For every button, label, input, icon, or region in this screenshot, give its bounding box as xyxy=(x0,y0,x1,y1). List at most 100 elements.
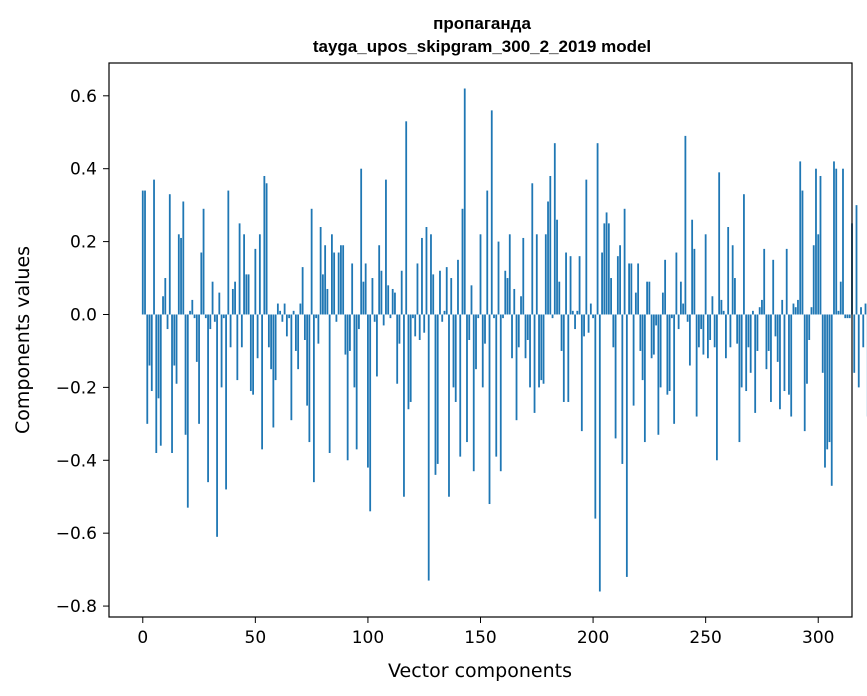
bar-4 xyxy=(150,314,153,392)
bar-302 xyxy=(821,314,824,373)
bar-273 xyxy=(756,314,759,351)
bar-279 xyxy=(770,314,772,402)
bar-73 xyxy=(306,314,309,406)
bar-149 xyxy=(477,314,480,319)
bar-56 xyxy=(267,314,270,348)
bar-276 xyxy=(763,248,766,315)
bar-23 xyxy=(193,314,196,319)
bar-272 xyxy=(754,314,757,413)
x-tick-label: 50 xyxy=(245,628,267,648)
bar-28 xyxy=(204,314,207,319)
bar-246 xyxy=(695,314,698,417)
bar-169 xyxy=(522,237,525,315)
bar-305 xyxy=(828,314,831,443)
bar-64 xyxy=(285,314,288,337)
bar-251 xyxy=(707,314,709,359)
bar-115 xyxy=(400,270,403,315)
bar-6 xyxy=(155,314,158,453)
bar-111 xyxy=(391,288,394,315)
bar-136 xyxy=(448,314,450,497)
bar-277 xyxy=(765,314,768,370)
bar-208 xyxy=(610,278,612,315)
bar-19 xyxy=(184,314,187,435)
bar-143 xyxy=(463,88,466,315)
bar-109 xyxy=(387,285,390,315)
y-tick-label: −0.6 xyxy=(56,524,97,544)
bar-29 xyxy=(207,314,209,483)
x-tick-label: 200 xyxy=(577,628,609,648)
x-tick-label: 150 xyxy=(464,628,496,648)
bar-308 xyxy=(835,168,838,315)
bar-39 xyxy=(229,314,232,348)
bar-15 xyxy=(175,314,178,384)
bar-204 xyxy=(601,252,603,315)
bar-206 xyxy=(605,212,608,315)
bar-128 xyxy=(430,234,432,315)
bar-52 xyxy=(258,234,261,315)
bar-274 xyxy=(758,307,761,315)
bar-129 xyxy=(432,274,435,315)
bar-133 xyxy=(441,314,444,322)
bar-16 xyxy=(177,234,180,315)
bar-79 xyxy=(319,227,322,315)
bar-248 xyxy=(700,314,703,330)
bar-140 xyxy=(457,259,459,315)
bar-155 xyxy=(490,110,493,315)
bar-173 xyxy=(531,183,534,315)
bar-119 xyxy=(409,314,412,402)
bar-194 xyxy=(578,256,581,315)
bar-135 xyxy=(445,267,448,315)
bar-81 xyxy=(324,245,327,315)
bar-188 xyxy=(565,252,567,315)
bar-207 xyxy=(607,223,610,315)
bar-144 xyxy=(466,314,468,443)
bar-205 xyxy=(603,223,606,315)
bar-215 xyxy=(625,314,628,577)
bar-160 xyxy=(502,314,504,319)
bar-180 xyxy=(547,201,549,315)
bar-107 xyxy=(382,314,385,326)
chart-subtitle: tayga_upos_skipgram_300_2_2019 model xyxy=(313,37,651,56)
bar-59 xyxy=(274,314,277,381)
bar-27 xyxy=(202,208,205,315)
bar-12 xyxy=(168,194,171,315)
x-tick-label: 0 xyxy=(137,628,148,648)
bar-259 xyxy=(725,314,727,359)
bar-212 xyxy=(619,245,621,315)
bar-99 xyxy=(364,263,367,315)
bar-127 xyxy=(427,314,430,581)
x-tick-label: 100 xyxy=(352,628,384,648)
bar-67 xyxy=(292,310,295,315)
bar-90 xyxy=(344,314,347,355)
bar-239 xyxy=(679,281,682,315)
bar-303 xyxy=(824,314,826,468)
bar-298 xyxy=(812,245,815,315)
bar-235 xyxy=(670,314,673,319)
bar-314 xyxy=(848,314,851,319)
bar-2 xyxy=(146,314,149,424)
bar-167 xyxy=(517,314,520,348)
bar-219 xyxy=(634,292,637,315)
bar-179 xyxy=(544,234,547,315)
bar-237 xyxy=(675,252,678,315)
bar-130 xyxy=(434,314,437,475)
bar-319 xyxy=(860,307,862,315)
bar-108 xyxy=(385,179,387,315)
bar-116 xyxy=(403,314,405,497)
bar-102 xyxy=(371,278,374,315)
bar-307 xyxy=(833,161,835,315)
bar-309 xyxy=(837,310,840,315)
bar-89 xyxy=(342,245,345,315)
bar-8 xyxy=(159,314,162,446)
bar-211 xyxy=(616,256,619,315)
bar-74 xyxy=(308,314,311,443)
bar-286 xyxy=(785,248,788,315)
bar-214 xyxy=(623,208,626,315)
bar-98 xyxy=(362,281,365,315)
bar-84 xyxy=(331,234,333,315)
bar-301 xyxy=(819,175,822,315)
bar-306 xyxy=(830,314,833,486)
bar-97 xyxy=(360,168,363,315)
bar-122 xyxy=(416,263,419,315)
bar-295 xyxy=(806,314,808,384)
